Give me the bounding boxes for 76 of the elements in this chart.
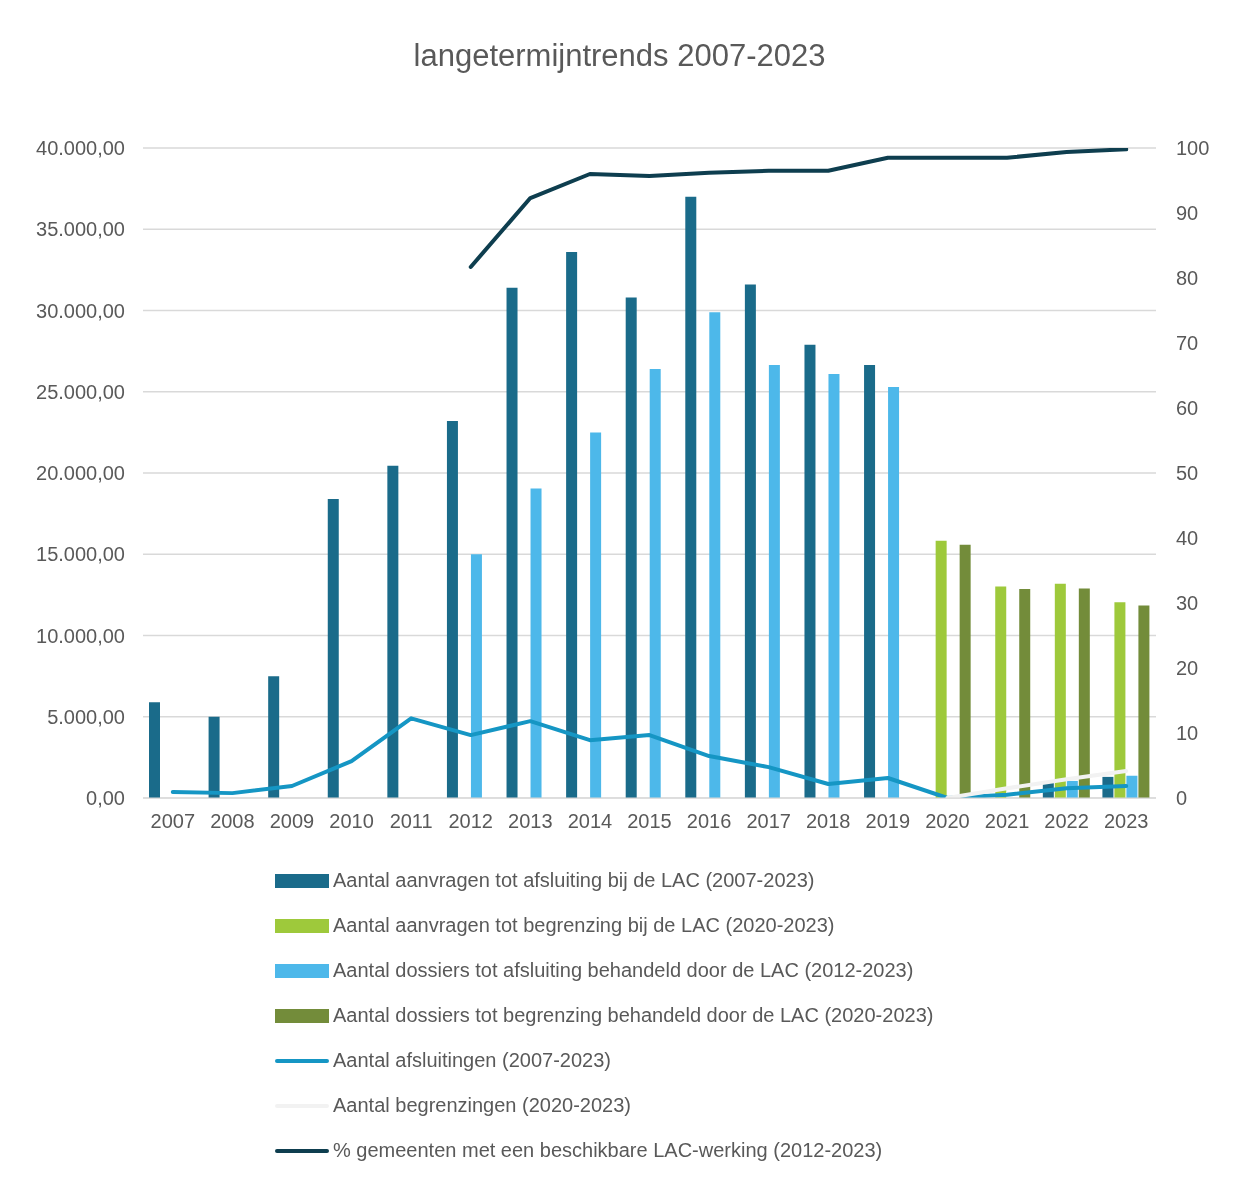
bar bbox=[387, 465, 399, 798]
line-series bbox=[468, 148, 1129, 269]
legend-label: Aantal begrenzingen (2020-2023) bbox=[333, 1094, 631, 1117]
bar bbox=[828, 373, 840, 798]
y2-tick-label: 10 bbox=[1176, 722, 1199, 745]
y-tick-label: 20.000,00 bbox=[36, 462, 125, 485]
line-series bbox=[170, 716, 1129, 798]
bar bbox=[1138, 605, 1150, 798]
bar bbox=[1126, 775, 1138, 798]
x-tick-label: 2007 bbox=[150, 810, 196, 833]
y2-tick-label: 90 bbox=[1176, 202, 1199, 225]
y-tick-label: 25.000,00 bbox=[36, 380, 125, 403]
bar bbox=[625, 297, 637, 798]
bar bbox=[566, 252, 578, 798]
x-tick-label: 2012 bbox=[448, 810, 493, 833]
x-tick-label: 2023 bbox=[1103, 810, 1149, 833]
bar bbox=[768, 364, 780, 798]
x-tick-label: 2013 bbox=[508, 810, 553, 833]
x-tick-label: 2010 bbox=[329, 810, 374, 833]
x-tick-label: 2018 bbox=[806, 810, 851, 833]
x-tick-label: 2017 bbox=[746, 810, 791, 833]
y2-tick-label: 100 bbox=[1176, 137, 1210, 160]
legend-label: % gemeenten met een beschikbare LAC-werking (2012-2023) bbox=[333, 1139, 883, 1162]
bar bbox=[327, 499, 339, 798]
x-tick-label: 2009 bbox=[269, 810, 315, 833]
bar bbox=[1114, 602, 1126, 798]
x-tick-label: 2016 bbox=[686, 810, 732, 833]
bar bbox=[208, 716, 220, 798]
y2-tick-label: 70 bbox=[1176, 332, 1199, 355]
bar bbox=[804, 344, 816, 798]
bar bbox=[590, 432, 602, 798]
bar bbox=[744, 284, 756, 798]
x-tick-label: 2011 bbox=[389, 810, 433, 833]
bar bbox=[530, 488, 542, 798]
bar bbox=[268, 676, 280, 798]
legend-label: Aantal dossiers tot afsluiting behandeld door de LAC (2012-2023) bbox=[333, 959, 914, 982]
x-tick-label: 2022 bbox=[1044, 810, 1089, 833]
legend-label: Aantal aanvragen tot begrenzing bij de LAC (2020-2023) bbox=[333, 914, 835, 937]
y2-tick-label: 40 bbox=[1176, 527, 1199, 550]
x-tick-label: 2008 bbox=[210, 810, 255, 833]
legend-label: Aantal aanvragen tot afsluiting bij de LAC (2007-2023) bbox=[333, 869, 815, 892]
bar bbox=[1054, 583, 1066, 798]
y-tick-label: 30.000,00 bbox=[36, 299, 125, 322]
legend-label: Aantal afsluitingen (2007-2023) bbox=[333, 1049, 611, 1072]
y-tick-label: 10.000,00 bbox=[36, 624, 125, 647]
y2-tick-label: 0 bbox=[1176, 787, 1188, 810]
bar bbox=[1019, 589, 1031, 798]
chart-title: langetermijntrends 2007-2023 bbox=[412, 37, 827, 75]
bar bbox=[864, 364, 876, 798]
y2-tick-label: 80 bbox=[1176, 267, 1199, 290]
x-tick-label: 2019 bbox=[865, 810, 911, 833]
bar bbox=[506, 287, 518, 798]
bar bbox=[1078, 588, 1090, 798]
bar bbox=[470, 554, 482, 798]
bar bbox=[649, 369, 661, 798]
bar bbox=[709, 312, 721, 798]
y2-tick-label: 30 bbox=[1176, 592, 1199, 615]
y2-tick-label: 20 bbox=[1176, 657, 1199, 680]
y-tick-label: 35.000,00 bbox=[36, 218, 125, 241]
y2-tick-label: 60 bbox=[1176, 397, 1199, 420]
line-series bbox=[945, 769, 1129, 798]
x-tick-label: 2020 bbox=[925, 810, 970, 833]
y-tick-label: 5.000,00 bbox=[47, 705, 125, 728]
bar bbox=[935, 540, 947, 798]
y-tick-label: 40.000,00 bbox=[36, 137, 125, 160]
bar bbox=[888, 386, 900, 798]
bar bbox=[446, 421, 458, 798]
x-tick-label: 2014 bbox=[567, 810, 613, 833]
bar bbox=[685, 196, 697, 798]
legend-label: Aantal dossiers tot begrenzing behandeld door de LAC (2020-2023) bbox=[333, 1004, 934, 1027]
y-tick-label: 15.000,00 bbox=[36, 543, 125, 566]
x-tick-label: 2015 bbox=[627, 810, 672, 833]
x-tick-label: 2021 bbox=[984, 810, 1030, 833]
y2-tick-label: 50 bbox=[1176, 462, 1199, 485]
bar bbox=[149, 702, 160, 798]
y-tick-label: 0,00 bbox=[86, 787, 125, 810]
